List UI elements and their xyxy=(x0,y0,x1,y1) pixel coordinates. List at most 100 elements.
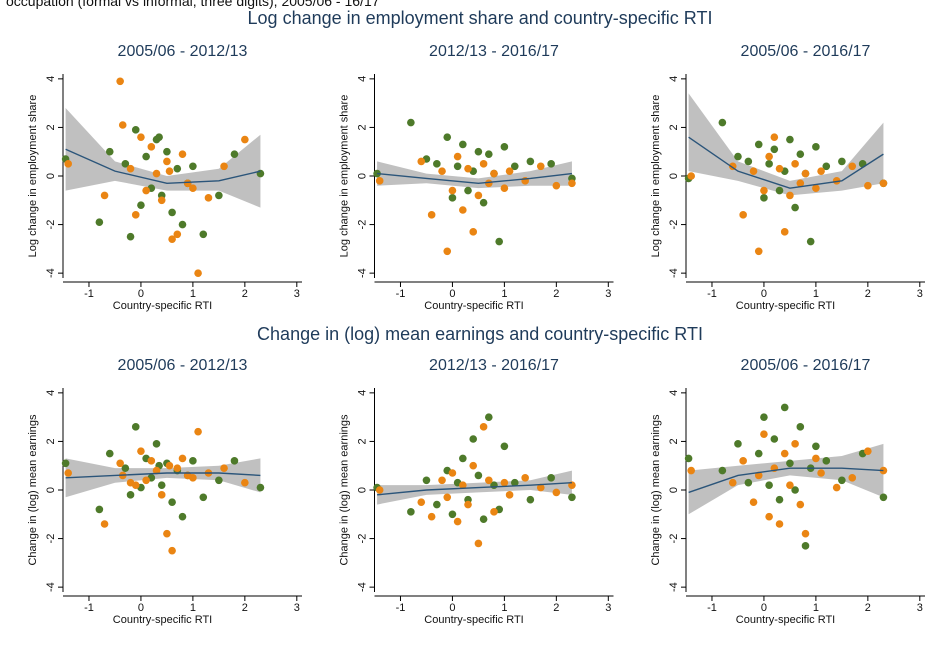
y-tick-label: -2 xyxy=(357,220,369,230)
scatter-point xyxy=(791,486,799,494)
y-tick-label: 4 xyxy=(45,76,57,82)
scatter-point xyxy=(780,228,789,236)
scatter-point xyxy=(220,162,228,171)
scatter-point xyxy=(822,162,831,171)
scatter-point xyxy=(848,162,857,171)
confidence-band xyxy=(688,443,884,515)
scatter-point xyxy=(126,491,135,499)
scatter-point xyxy=(204,194,213,202)
scatter-point xyxy=(786,135,794,144)
scatter-point xyxy=(832,483,841,492)
scatter-point xyxy=(241,135,249,144)
scatter-point xyxy=(775,495,784,504)
scatter-point xyxy=(131,126,140,134)
scatter-point xyxy=(822,457,831,465)
fit-line xyxy=(377,172,573,184)
scatter-point xyxy=(215,191,223,200)
panel-title: 2005/06 - 2012/13 xyxy=(118,43,248,60)
x-tick-label: 3 xyxy=(605,602,611,614)
scatter-point xyxy=(786,191,794,200)
x-tick-label: 0 xyxy=(138,288,144,300)
y-tick-label: 0 xyxy=(357,487,369,493)
x-tick-label: 2 xyxy=(242,602,248,614)
scatter-point xyxy=(474,147,483,156)
x-tick-label: -1 xyxy=(396,288,406,300)
scatter-point xyxy=(474,191,483,200)
scatter-point xyxy=(490,508,498,516)
scatter-point xyxy=(812,442,820,451)
x-axis-title: Country-specific RTI xyxy=(113,300,212,312)
scatter-point xyxy=(796,500,805,509)
scatter-point xyxy=(183,179,192,188)
x-tick-label: 2 xyxy=(553,602,559,614)
scatter-point xyxy=(116,459,124,468)
scatter-point xyxy=(464,164,472,173)
scatter-point xyxy=(734,152,742,161)
scatter-point xyxy=(256,483,265,492)
scatter-point xyxy=(687,466,695,475)
scatter-point xyxy=(485,413,493,421)
y-tick-label: 0 xyxy=(45,487,57,493)
scatter-point xyxy=(838,476,846,485)
scatter-point xyxy=(796,423,805,431)
fit-line xyxy=(688,467,884,494)
scatter-point xyxy=(754,471,763,480)
scatter-point xyxy=(157,481,166,489)
y-tick-label: -2 xyxy=(357,534,369,544)
x-tick-label: 3 xyxy=(917,602,923,614)
scatter-point xyxy=(178,512,187,521)
y-tick-label: 0 xyxy=(668,487,680,493)
scatter-point xyxy=(505,491,514,499)
scatter-point xyxy=(142,186,150,195)
scatter-point xyxy=(116,77,124,86)
scatter-point xyxy=(812,454,820,463)
y-tick-label: -4 xyxy=(668,268,680,278)
scatter-point xyxy=(848,474,857,482)
y-tick-label: 4 xyxy=(45,390,57,396)
fit-line xyxy=(377,482,572,496)
scatter-point xyxy=(178,454,187,463)
y-tick-label: -4 xyxy=(45,268,57,278)
y-axis-title: Log change in employment share xyxy=(650,95,662,258)
scatter-point xyxy=(765,512,773,521)
y-tick-label: 4 xyxy=(357,76,369,82)
scatter-point xyxy=(801,542,810,550)
scatter-point xyxy=(121,160,130,168)
y-tick-label: -2 xyxy=(45,220,57,230)
scatter-point xyxy=(521,474,529,482)
confidence-band xyxy=(688,93,884,196)
scatter-point xyxy=(448,186,457,195)
scatter-point xyxy=(879,179,888,188)
y-tick-label: 2 xyxy=(668,124,680,130)
scatter-point xyxy=(744,478,753,487)
scatter-point xyxy=(168,498,176,506)
scatter-point xyxy=(687,172,695,180)
x-tick-label: 2 xyxy=(553,288,559,300)
scatter-point xyxy=(173,230,182,239)
scatter-point xyxy=(417,498,426,506)
scatter-point xyxy=(453,152,462,161)
panel-title: 2005/06 - 2016/17 xyxy=(741,357,871,374)
scatter-point xyxy=(786,481,794,489)
scatter-point xyxy=(165,461,174,470)
scatter-point xyxy=(817,167,825,175)
scatter-point xyxy=(173,464,182,472)
scatter-point xyxy=(433,500,441,509)
x-tick-label: 0 xyxy=(449,602,455,614)
scatter-point xyxy=(464,500,472,509)
scatter-point xyxy=(770,133,779,141)
scatter-point xyxy=(375,486,384,494)
scatter-point xyxy=(879,493,888,502)
scatter-point xyxy=(121,464,130,472)
scatter-point xyxy=(230,457,239,465)
scatter-point xyxy=(780,449,789,458)
x-axis-title: Country-specific RTI xyxy=(113,614,212,626)
scatter-point xyxy=(775,186,784,195)
x-axis-title: Country-specific RTI xyxy=(736,614,835,626)
scatter-point xyxy=(163,157,171,166)
scatter-point xyxy=(791,203,799,212)
scatter-point xyxy=(163,147,171,156)
scatter-point xyxy=(568,179,576,188)
scatter-point xyxy=(552,181,561,190)
